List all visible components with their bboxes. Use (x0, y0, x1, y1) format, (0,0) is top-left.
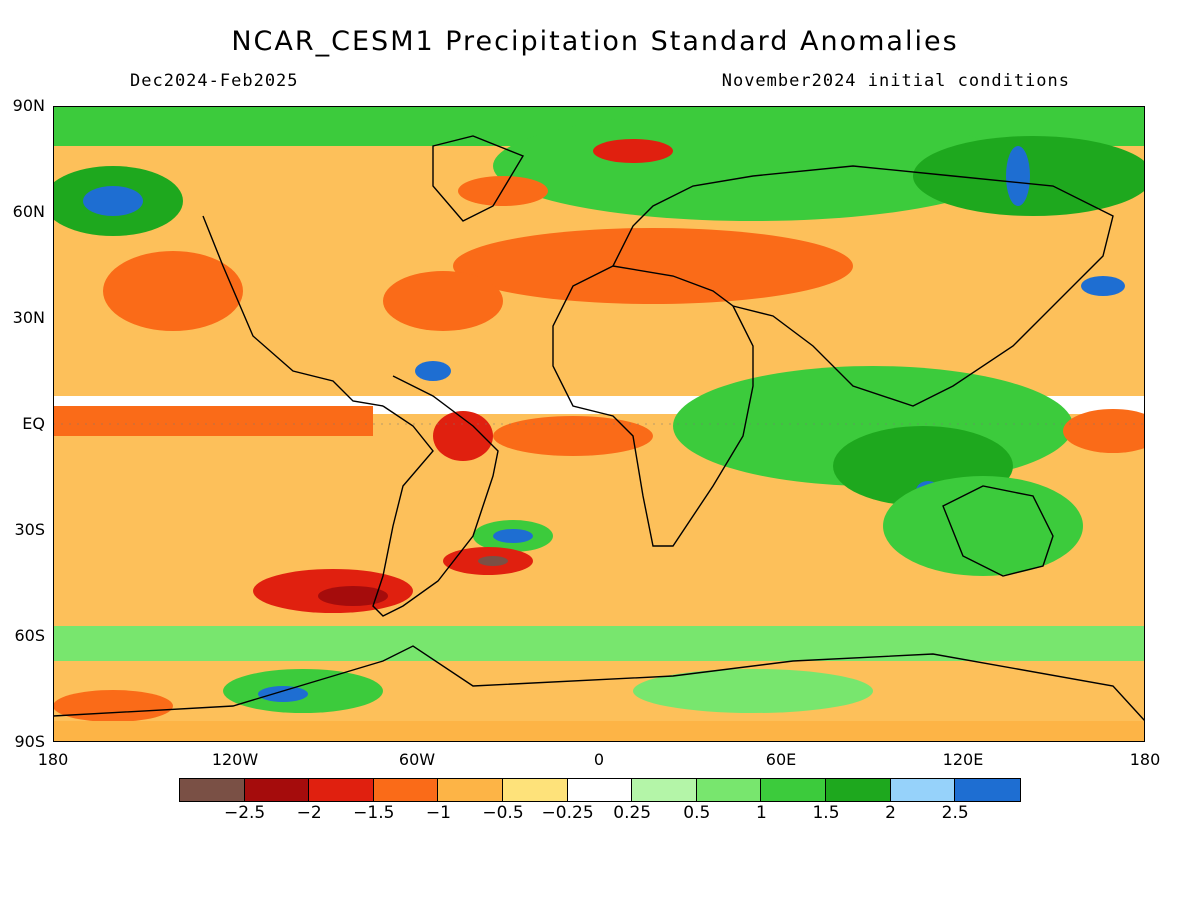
eurasia-wet (493, 111, 1013, 221)
natlantic-dry (383, 271, 503, 331)
coastlines (53, 135, 1145, 722)
map-title: NCAR_CESM1 Precipitation Standard Anomal… (231, 26, 959, 57)
ross-dry (53, 690, 173, 722)
east-antarctic-wet (633, 669, 873, 713)
siberia-core (1006, 146, 1030, 206)
color-bar-swatch (244, 779, 310, 801)
color-bar-swatch (373, 779, 439, 801)
color-bar-label: 0.5 (683, 803, 711, 823)
lat-label: 60N (12, 202, 45, 221)
anomaly-field (53, 106, 1145, 742)
color-bar-label: 2.5 (941, 803, 969, 823)
color-bar-label: 2 (885, 803, 897, 823)
color-bar-swatch (890, 779, 956, 801)
color-bar-label: −1.5 (353, 803, 395, 823)
north-america-west-coast (202, 215, 384, 407)
brazil-core (493, 529, 533, 543)
lon-label: 180 (37, 750, 69, 769)
npacific-dry (103, 251, 243, 331)
south-america-coast (372, 375, 499, 617)
lat-label: 60S (14, 626, 45, 645)
color-bar-label: 1 (755, 803, 767, 823)
color-bar-label: 1.5 (812, 803, 840, 823)
lon-label: 0 (593, 750, 605, 769)
lon-label: 60W (398, 750, 436, 769)
lat-label: 30S (14, 520, 45, 539)
lon-label: 180 (1129, 750, 1161, 769)
color-bar-label: −1 (425, 803, 451, 823)
lat-label: EQ (22, 414, 45, 433)
mediterranean-dry (453, 228, 853, 304)
greenland-dry (458, 176, 548, 206)
greenland-coast (432, 135, 525, 222)
lat-label: 90S (14, 732, 45, 751)
lon-label: 60E (765, 750, 797, 769)
color-bar-swatch (632, 779, 697, 801)
color-bar-label: 0.25 (613, 803, 652, 823)
color-bar-swatch (180, 779, 245, 801)
lon-label: 120W (211, 750, 259, 769)
alaska-core (83, 186, 143, 216)
australia-wet (883, 476, 1083, 576)
color-bar-label: −2 (296, 803, 322, 823)
se-pacific-core (318, 586, 388, 606)
southern-ocean-wet (53, 626, 1145, 661)
eq-atlantic-dry (493, 416, 653, 456)
color-bar-swatch (567, 779, 633, 801)
lon-label: 120E (942, 750, 984, 769)
caribbean-core (415, 361, 451, 381)
color-bar-swatch (955, 779, 1020, 801)
eurasia-coast (612, 165, 1114, 407)
west-pacific-dry (1063, 409, 1145, 453)
africa-coast (552, 265, 754, 547)
japan-core (1081, 276, 1125, 296)
svalbard-dry (593, 139, 673, 163)
color-bar-swatch (502, 779, 568, 801)
color-bar-label: −2.5 (223, 803, 266, 823)
color-bar-swatch (438, 779, 503, 801)
color-bar-swatch (761, 779, 826, 801)
lat-label: 30N (12, 308, 45, 327)
sw-atlantic-core (478, 556, 508, 566)
forecast-period: Dec2024-Feb2025 (130, 71, 299, 91)
amazon-dry (433, 411, 493, 461)
color-bar-swatch (696, 779, 762, 801)
antarctic-core (258, 686, 308, 702)
polar-south-dry (53, 721, 1145, 742)
lat-label: 90N (12, 96, 45, 115)
initial-conditions: November2024 initial conditions (721, 71, 1070, 91)
color-bar-swatch (825, 779, 891, 801)
color-bar-label: −0.5 (482, 803, 524, 823)
precipitation-anomaly-map (53, 106, 1145, 742)
color-bar-label: −0.25 (541, 803, 594, 823)
antarctica-coast (53, 645, 1145, 722)
color-bar-swatch (309, 779, 374, 801)
color-bar (179, 778, 1021, 802)
australia-coast (942, 485, 1054, 577)
eq-pacific-dry (53, 406, 373, 436)
